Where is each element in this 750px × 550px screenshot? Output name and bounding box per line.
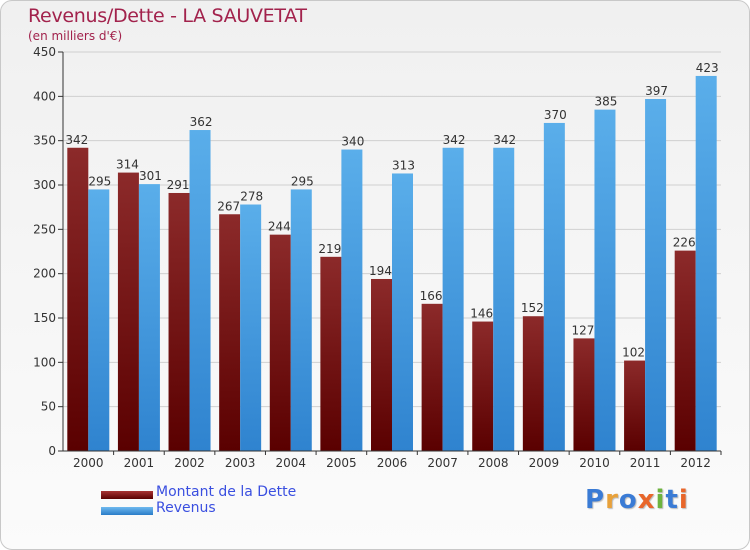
data-label-revenus-2004: 295 — [291, 174, 314, 188]
bar-dette-2007 — [421, 303, 443, 451]
data-label-revenus-2000: 295 — [88, 174, 111, 188]
x-tick-label: 2010 — [579, 456, 610, 470]
chart-subtitle: (en milliers d'€) — [28, 29, 123, 43]
data-label-revenus-2006: 313 — [392, 158, 415, 172]
bar-revenus-2002 — [189, 130, 211, 451]
bar-layer — [67, 75, 717, 452]
data-label-dette-2007: 166 — [420, 289, 443, 303]
x-tick-label: 2002 — [174, 456, 205, 470]
data-label-revenus-2003: 278 — [240, 190, 263, 204]
logo-letter: o — [618, 485, 638, 515]
bar-revenus-2003 — [240, 204, 262, 451]
bar-dette-2002 — [168, 192, 190, 452]
bar-dette-2010 — [573, 338, 595, 451]
legend-label-dette: Montant de la Dette — [156, 484, 297, 500]
data-label-revenus-2007: 342 — [443, 133, 466, 147]
data-label-dette-2010: 127 — [572, 323, 595, 337]
legend-swatch-revenus — [101, 507, 153, 515]
bar-dette-2012 — [674, 250, 696, 451]
x-tick-label: 2011 — [630, 456, 661, 470]
logo-letter: x — [637, 485, 656, 515]
proxiti-logo: Proxiti — [585, 485, 689, 515]
bar-revenus-2010 — [594, 109, 616, 451]
bar-dette-2005 — [320, 256, 342, 451]
data-label-revenus-2010: 385 — [595, 95, 618, 109]
bar-revenus-2009 — [543, 122, 565, 451]
bar-dette-2004 — [269, 234, 291, 451]
y-tick-label: 50 — [41, 400, 56, 414]
data-label-dette-2009: 152 — [521, 301, 544, 315]
bar-dette-2008 — [472, 321, 494, 451]
bar-revenus-2008 — [493, 147, 515, 451]
x-tick-label: 2007 — [427, 456, 458, 470]
data-label-revenus-2001: 301 — [139, 169, 162, 183]
data-label-dette-2003: 267 — [217, 199, 240, 213]
bar-revenus-2007 — [442, 147, 464, 451]
data-label-dette-2000: 342 — [65, 133, 88, 147]
x-tick-label: 2003 — [225, 456, 256, 470]
bar-dette-2009 — [522, 316, 544, 451]
y-tick-label: 450 — [33, 45, 56, 59]
bar-revenus-2000 — [88, 189, 110, 451]
logo-letter: P — [585, 485, 606, 515]
chart-title: Revenus/Dette - LA SAUVETAT — [28, 5, 307, 27]
data-label-revenus-2005: 340 — [341, 135, 364, 149]
y-tick-label: 250 — [33, 222, 56, 236]
bar-dette-2003 — [219, 214, 241, 451]
bar-dette-2006 — [371, 278, 392, 451]
x-tick-label: 2000 — [73, 456, 104, 470]
y-tick-label: 300 — [33, 178, 56, 192]
y-tick-label: 0 — [48, 444, 56, 458]
x-tick-label: 2009 — [529, 456, 560, 470]
logo-letter: r — [605, 485, 619, 515]
logo-letter: t — [665, 485, 679, 515]
data-label-revenus-2012: 423 — [696, 61, 719, 75]
data-label-dette-2002: 291 — [167, 178, 190, 192]
bar-revenus-2006 — [392, 173, 413, 451]
x-tick-label: 2006 — [377, 456, 408, 470]
bar-revenus-2005 — [341, 149, 363, 452]
x-tick-label: 2004 — [275, 456, 306, 470]
bar-dette-2001 — [117, 172, 139, 451]
x-tick-label: 2005 — [326, 456, 357, 470]
data-label-dette-2011: 102 — [622, 346, 645, 360]
data-label-dette-2008: 146 — [470, 307, 493, 321]
data-label-dette-2006: 194 — [369, 264, 392, 278]
bar-revenus-2001 — [138, 184, 160, 451]
y-tick-label: 350 — [33, 134, 56, 148]
axis-layer: 0 50 100 150 200 250 300 350 400 450 2000 2001 2002 2… — [33, 45, 722, 470]
x-tick-label: 2012 — [680, 456, 711, 470]
data-label-revenus-2002: 362 — [190, 115, 213, 129]
data-label-dette-2005: 219 — [318, 242, 341, 256]
data-label-dette-2001: 314 — [116, 158, 139, 172]
legend-label-revenus: Revenus — [156, 500, 216, 516]
y-tick-label: 150 — [33, 311, 56, 325]
logo-letter: i — [678, 485, 689, 515]
bar-revenus-2011 — [645, 98, 667, 451]
y-tick-label: 200 — [33, 267, 56, 281]
bar-dette-2011 — [624, 360, 646, 451]
x-tick-label: 2008 — [478, 456, 509, 470]
legend-swatch-dette — [101, 491, 153, 499]
data-label-revenus-2009: 370 — [544, 108, 567, 122]
y-tick-label: 100 — [33, 355, 56, 369]
x-tick-label: 2001 — [124, 456, 155, 470]
bar-dette-2000 — [67, 147, 89, 451]
data-label-dette-2004: 244 — [268, 220, 291, 234]
data-label-revenus-2008: 342 — [493, 133, 516, 147]
logo-letter: i — [655, 485, 666, 515]
data-label-revenus-2011: 397 — [645, 84, 668, 98]
bar-revenus-2012 — [695, 75, 717, 451]
bar-revenus-2004 — [290, 189, 312, 451]
data-label-dette-2012: 226 — [673, 236, 696, 250]
y-tick-label: 400 — [33, 89, 56, 103]
